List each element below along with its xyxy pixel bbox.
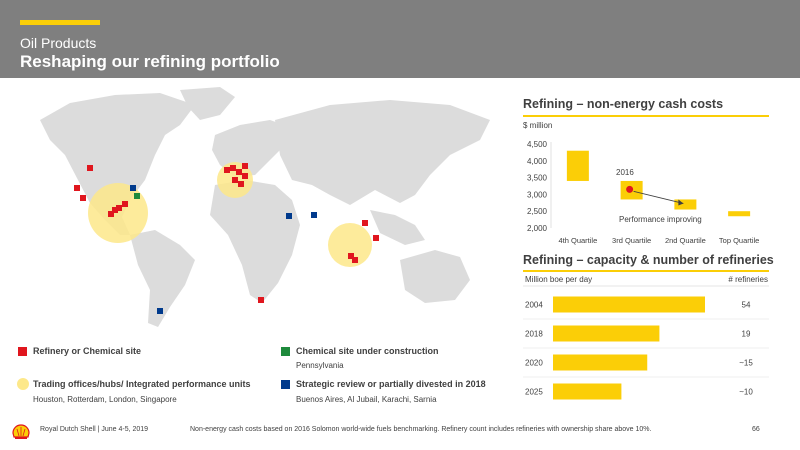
y-tick-label: 4,500 xyxy=(527,140,548,149)
continent-australia xyxy=(400,250,470,303)
quartile-bar xyxy=(728,211,751,217)
legend-construction-label: Chemical site under construction xyxy=(296,346,439,356)
marker-2016 xyxy=(626,185,634,193)
legend-construction-swatch xyxy=(281,347,290,356)
performance-arrow xyxy=(633,190,684,204)
cash-costs-title: Refining – non-energy cash costs xyxy=(523,97,724,111)
refinery-marker xyxy=(80,195,86,201)
refinery-marker xyxy=(242,173,248,179)
year-label: 2018 xyxy=(525,330,543,339)
legend-hub-sub: Houston, Rotterdam, London, Singapore xyxy=(33,395,177,404)
divested-sites xyxy=(130,185,317,314)
refinery-marker xyxy=(352,257,358,263)
cash-costs-rule xyxy=(523,115,769,117)
construction-marker xyxy=(134,193,140,199)
capacity-rule xyxy=(523,270,769,272)
continent-south-america xyxy=(130,230,195,327)
y-tick-label: 4,000 xyxy=(527,157,548,166)
legend-construction-sub: Pennsylvania xyxy=(296,361,344,370)
refinery-marker xyxy=(258,297,264,303)
continents xyxy=(40,87,490,327)
hub-singapore xyxy=(328,223,372,267)
refinery-marker xyxy=(87,165,93,171)
refinery-marker xyxy=(373,235,379,241)
category-label: Top Quartile xyxy=(719,236,759,245)
refinery-count: 54 xyxy=(742,301,751,310)
legend-hub-swatch xyxy=(17,378,29,390)
year-label: 2025 xyxy=(525,388,543,397)
capacity-bar xyxy=(553,296,705,313)
legend-divest-swatch xyxy=(281,380,290,389)
performance-arrowhead xyxy=(678,199,684,206)
refinery-marker xyxy=(238,181,244,187)
refinery-marker xyxy=(108,211,114,217)
legend-refinery-swatch xyxy=(18,347,27,356)
page-title: Reshaping our refining portfolio xyxy=(20,52,280,71)
shell-logo-icon xyxy=(12,424,30,439)
legend-divest-sub: Buenos Aires, Al Jubail, Karachi, Sarnia xyxy=(296,395,437,404)
year-2016-label: 2016 xyxy=(616,168,634,177)
cash-costs-unit: $ million xyxy=(523,121,552,130)
capacity-bar xyxy=(553,383,622,400)
divest-marker xyxy=(286,213,292,219)
continent-asia xyxy=(275,100,490,205)
refinery-marker xyxy=(112,207,118,213)
southeast-asia xyxy=(370,210,425,245)
capacity-bar xyxy=(553,354,648,371)
y-tick-label: 3,500 xyxy=(527,174,548,183)
year-label: 2004 xyxy=(525,301,543,310)
refinery-marker xyxy=(224,167,230,173)
refinery-marker xyxy=(122,201,128,207)
divest-marker xyxy=(157,308,163,314)
legend-hub-label: Trading offices/hubs/ Integrated perform… xyxy=(33,379,251,389)
cash-costs-chart: $ million 2,000 2,500 3,000 3,500 4,000 4,500… xyxy=(523,121,759,245)
page-number: 66 xyxy=(752,426,760,433)
refinery-marker xyxy=(348,253,354,259)
category-label: 4th Quartile xyxy=(558,236,597,245)
legend-divest-label: Strategic review or partially divested i… xyxy=(296,379,486,389)
divest-marker xyxy=(130,185,136,191)
capacity-left-header: Million boe per day xyxy=(525,275,592,284)
greenland xyxy=(180,87,235,120)
y-tick-label: 2,500 xyxy=(527,207,548,216)
year-label: 2020 xyxy=(525,359,543,368)
quartile-bar xyxy=(674,199,697,210)
footer-note: Non-energy cash costs based on 2016 Solo… xyxy=(190,426,652,433)
refinery-marker xyxy=(362,220,368,226)
divest-marker xyxy=(311,212,317,218)
refinery-sites xyxy=(74,163,379,303)
y-tick-label: 2,000 xyxy=(527,224,548,233)
refinery-marker xyxy=(230,165,236,171)
refinery-marker xyxy=(232,177,238,183)
capacity-chart: Million boe per day # refineries 2004 54 2… xyxy=(523,275,769,400)
performance-annotation: Performance improving xyxy=(619,215,702,224)
y-tick-label: 3,000 xyxy=(527,190,548,199)
header-bar: Oil Products Reshaping our refining port… xyxy=(0,0,800,78)
continent-africa xyxy=(210,180,300,303)
header-accent-line xyxy=(20,20,100,25)
refinery-count: ~10 xyxy=(739,388,753,397)
capacity-right-header: # refineries xyxy=(728,275,768,284)
refinery-marker xyxy=(236,169,242,175)
refinery-count: 19 xyxy=(742,330,751,339)
world-map xyxy=(40,87,490,327)
category-label: 3rd Quartile xyxy=(612,236,651,245)
refinery-marker xyxy=(74,185,80,191)
footer-company: Royal Dutch Shell | June 4-5, 2019 xyxy=(40,426,149,433)
refinery-marker xyxy=(242,163,248,169)
capacity-title: Refining – capacity & number of refineri… xyxy=(523,253,774,267)
construction-sites xyxy=(134,193,140,199)
quartile-bar xyxy=(566,150,589,181)
legend-refinery-label: Refinery or Chemical site xyxy=(33,346,142,356)
refinery-count: ~15 xyxy=(739,359,753,368)
continent-north-america xyxy=(40,93,195,235)
section-title: Oil Products xyxy=(20,35,97,51)
refinery-marker xyxy=(116,205,122,211)
capacity-bar xyxy=(553,325,660,342)
category-label: 2nd Quartile xyxy=(665,236,706,245)
